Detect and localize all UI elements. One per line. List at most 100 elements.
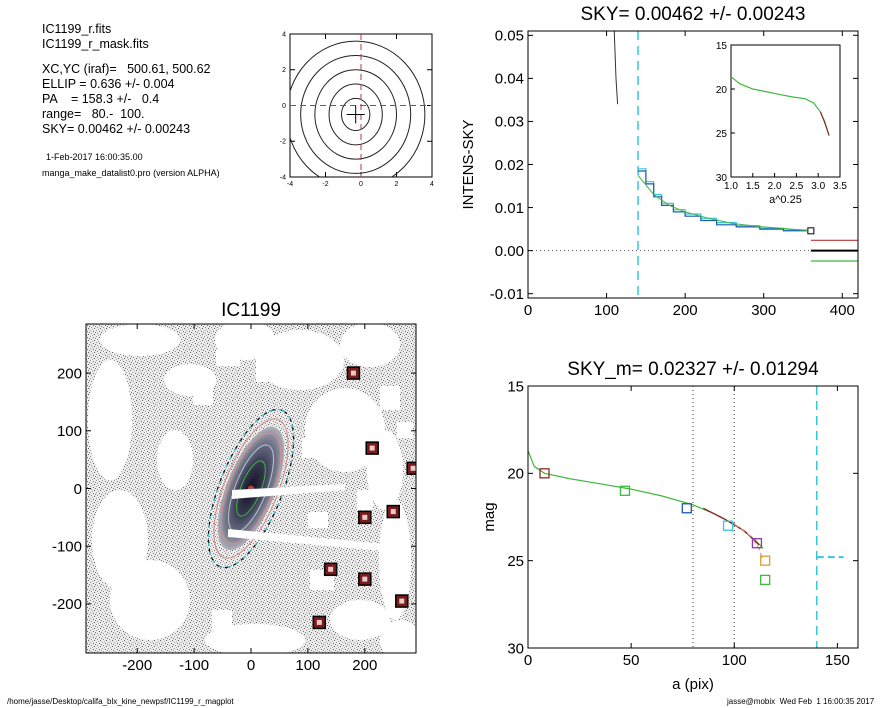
- image-mask-box: [397, 422, 413, 438]
- image-ytick-label: 0: [74, 481, 82, 498]
- image-mask-stripe: [232, 484, 345, 499]
- image-mask-box: [380, 386, 400, 410]
- sky-ytick-label: 0.01: [495, 200, 524, 217]
- sky-ytick-label: 0.03: [495, 114, 524, 131]
- image-mask-box: [212, 610, 232, 630]
- contour-levels: [290, 40, 426, 177]
- inset-xtick-label: 1.5: [746, 181, 760, 192]
- inset-xtick-label: 3.5: [833, 181, 847, 192]
- mag-marker: [681, 503, 692, 514]
- image-title: IC1199: [221, 300, 281, 321]
- image-xtick-label: -200: [122, 657, 152, 674]
- image-xtick-label: 100: [295, 657, 320, 674]
- sky-ytick-label: 0.05: [495, 28, 524, 45]
- masked-source-core: [362, 514, 368, 520]
- run-date: 1-Feb-2017 16:00:35.00: [46, 152, 143, 162]
- mag-marker: [751, 538, 763, 549]
- masked-source-core: [316, 619, 322, 625]
- image-empty-region: [110, 560, 190, 640]
- file-path: /home/jasse/Desktop/califa_blx_kine_newp…: [7, 697, 234, 706]
- contour-xtick-label: -4: [287, 181, 293, 188]
- image-ytick-label: 200: [57, 365, 82, 382]
- file-name: IC1199_r.fits: [42, 22, 112, 36]
- program-name: manga_make_datalist0.pro (version ALPHA): [42, 168, 220, 178]
- sky-title: SKY= 0.00462 +/- 0.00243: [580, 4, 805, 25]
- image-empty-region: [379, 500, 411, 620]
- inset-xlabel: a^0.25: [769, 194, 802, 206]
- galaxy-isophote-pink: [220, 432, 282, 545]
- mask-file-name: IC1199_r_mask.fits: [42, 37, 149, 51]
- mag-ytick-label: 30: [507, 640, 524, 657]
- inset-brown-profile: [819, 111, 830, 136]
- inset-ytick-label: 15: [716, 41, 728, 52]
- mag-marker: [760, 574, 771, 586]
- user-stamp: jasse@mobix Wed Feb 1 16:00:35 2017: [727, 697, 875, 706]
- sky-step-blue: [638, 170, 807, 232]
- image-mask-stripe: [228, 529, 395, 552]
- mag-red-profile: [702, 507, 760, 546]
- image-mask-box: [193, 385, 213, 405]
- mag-xtick-label: 0: [524, 652, 532, 669]
- sky-ylabel: INTENS-SKY: [460, 119, 477, 209]
- masked-source-core: [410, 465, 416, 471]
- contour-xtick-label: 2: [395, 181, 399, 188]
- fit-range: range= 80.- 100.: [42, 107, 145, 121]
- image-ytick-label: 100: [57, 423, 82, 440]
- mag-ytick-label: 20: [507, 466, 524, 483]
- contour-ytick-label: -4: [280, 174, 286, 181]
- image-mask-box: [308, 512, 328, 528]
- inset-ytick-label: 25: [716, 129, 728, 140]
- inset-ytick-label: 20: [716, 85, 728, 96]
- inset-xtick-label: 3.0: [811, 181, 825, 192]
- contour-xtick-label: 4: [430, 181, 434, 188]
- image-xtick-label: 0: [247, 657, 255, 674]
- masked-source-core: [399, 598, 405, 604]
- image-ytick-label: -200: [52, 596, 82, 613]
- masked-source-core: [350, 370, 356, 376]
- sky-value: SKY= 0.00462 +/- 0.00243: [42, 122, 191, 136]
- sky-ytick-label: 0.00: [495, 243, 524, 260]
- masked-source-core: [362, 576, 368, 582]
- sky-ytick-label: 0.02: [495, 157, 524, 174]
- image-content: [86, 324, 416, 653]
- mag-ylabel: mag: [481, 502, 498, 531]
- sky-point-marker: [807, 227, 815, 235]
- mag-marker: [539, 468, 550, 479]
- sky-series: [528, 31, 858, 298]
- sky-xtick-label: 300: [751, 302, 776, 319]
- contour-ytick-label: -2: [280, 139, 286, 146]
- inset-ytick-label: 30: [716, 173, 728, 184]
- masked-source-core: [328, 566, 334, 572]
- sky-xtick-label: 400: [830, 302, 855, 319]
- image-xtick-label: 200: [352, 657, 377, 674]
- contour-line: [340, 97, 371, 132]
- mag-pink-profile: [733, 523, 764, 561]
- mag-green-profile: [527, 450, 764, 549]
- mag-ytick-label: 25: [507, 553, 524, 570]
- sky-xtick-label: 100: [594, 302, 619, 319]
- image-empty-region: [380, 620, 416, 653]
- ellipticity: ELLIP = 0.636 +/- 0.004: [42, 77, 175, 91]
- contour-line: [290, 40, 426, 177]
- center-coords: XC,YC (iraf)= 500.61, 500.62: [42, 62, 211, 76]
- mag-marker: [619, 485, 631, 496]
- masked-source-core: [390, 509, 396, 515]
- inset-xtick-label: 1.0: [724, 181, 738, 192]
- sky-inner-profile: [613, 31, 619, 105]
- image-mask-box: [357, 490, 373, 510]
- image-empty-region: [100, 324, 180, 356]
- sky-ytick-label: 0.04: [495, 71, 524, 88]
- mag-xtick-label: 150: [825, 652, 850, 669]
- mag-title: SKY_m= 0.02327 +/- 0.01294: [567, 359, 819, 380]
- image-empty-region: [305, 388, 385, 472]
- contour-xtick-label: -2: [322, 181, 328, 188]
- image-empty-region: [205, 624, 305, 653]
- image-empty-region: [340, 324, 400, 367]
- sky-xtick-label: 200: [673, 302, 698, 319]
- image-mask-box: [216, 350, 240, 366]
- sky-xtick-label: 0: [524, 302, 532, 319]
- image-mask-box: [302, 438, 322, 458]
- galaxy-isophote-pink: [213, 418, 289, 559]
- mag-xlabel: a (pix): [672, 676, 714, 693]
